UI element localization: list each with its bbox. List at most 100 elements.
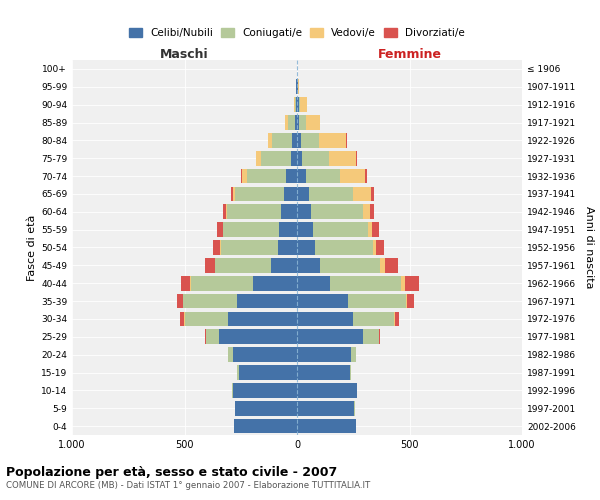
Bar: [217, 222, 223, 237]
Bar: [297, 294, 348, 308]
Bar: [302, 151, 329, 166]
Bar: [348, 294, 406, 308]
Bar: [313, 222, 368, 237]
Bar: [288, 115, 295, 130]
Bar: [296, 98, 297, 112]
Bar: [297, 348, 351, 362]
Bar: [238, 365, 239, 380]
Bar: [319, 133, 346, 148]
Bar: [233, 383, 297, 398]
Bar: [311, 204, 363, 219]
Bar: [268, 133, 272, 148]
Bar: [229, 348, 233, 362]
Bar: [365, 168, 367, 184]
Bar: [297, 258, 320, 272]
Bar: [297, 80, 298, 94]
Bar: [227, 204, 281, 219]
Bar: [295, 98, 296, 112]
Bar: [368, 222, 372, 237]
Bar: [215, 258, 271, 272]
Bar: [380, 258, 385, 272]
Bar: [295, 115, 297, 130]
Bar: [284, 186, 297, 201]
Bar: [180, 312, 184, 326]
Bar: [233, 348, 297, 362]
Bar: [297, 98, 299, 112]
Bar: [353, 312, 394, 326]
Bar: [300, 98, 307, 112]
Bar: [292, 133, 297, 148]
Bar: [228, 348, 229, 362]
Bar: [247, 168, 286, 184]
Bar: [242, 168, 247, 184]
Bar: [178, 294, 183, 308]
Bar: [229, 312, 297, 326]
Bar: [350, 365, 351, 380]
Bar: [297, 419, 355, 434]
Bar: [351, 348, 355, 362]
Bar: [376, 240, 385, 255]
Bar: [363, 204, 370, 219]
Bar: [346, 133, 347, 148]
Bar: [272, 133, 292, 148]
Bar: [262, 151, 290, 166]
Bar: [329, 151, 356, 166]
Bar: [297, 330, 364, 344]
Bar: [286, 168, 297, 184]
Bar: [184, 294, 238, 308]
Bar: [284, 115, 288, 130]
Bar: [301, 133, 319, 148]
Bar: [234, 419, 297, 434]
Bar: [206, 330, 220, 344]
Bar: [278, 240, 297, 255]
Bar: [191, 276, 253, 290]
Bar: [253, 276, 297, 290]
Bar: [306, 115, 320, 130]
Bar: [238, 294, 297, 308]
Bar: [353, 186, 371, 201]
Bar: [299, 98, 300, 112]
Bar: [256, 151, 262, 166]
Bar: [221, 240, 278, 255]
Bar: [223, 204, 226, 219]
Bar: [220, 330, 297, 344]
Bar: [297, 401, 355, 415]
Bar: [230, 186, 233, 201]
Bar: [296, 80, 297, 94]
Bar: [185, 312, 229, 326]
Bar: [340, 168, 365, 184]
Bar: [305, 168, 340, 184]
Bar: [379, 330, 380, 344]
Legend: Celibi/Nubili, Coniugati/e, Vedovi/e, Divorziati/e: Celibi/Nubili, Coniugati/e, Vedovi/e, Di…: [125, 24, 469, 42]
Bar: [407, 294, 413, 308]
Bar: [355, 348, 356, 362]
Bar: [297, 151, 302, 166]
Y-axis label: Fasce di età: Fasce di età: [27, 214, 37, 280]
Bar: [297, 312, 353, 326]
Bar: [373, 240, 376, 255]
Bar: [297, 186, 309, 201]
Bar: [239, 365, 297, 380]
Bar: [372, 222, 379, 237]
Bar: [297, 222, 313, 237]
Bar: [214, 240, 220, 255]
Bar: [297, 365, 350, 380]
Bar: [401, 276, 405, 290]
Bar: [235, 401, 297, 415]
Bar: [271, 258, 297, 272]
Bar: [395, 312, 400, 326]
Bar: [205, 330, 206, 344]
Y-axis label: Anni di nascita: Anni di nascita: [584, 206, 595, 289]
Bar: [314, 240, 373, 255]
Bar: [385, 258, 398, 272]
Bar: [235, 186, 284, 201]
Bar: [297, 204, 311, 219]
Bar: [297, 383, 356, 398]
Bar: [298, 80, 299, 94]
Bar: [223, 222, 280, 237]
Bar: [281, 204, 297, 219]
Bar: [297, 115, 299, 130]
Bar: [364, 330, 379, 344]
Text: Maschi: Maschi: [160, 48, 209, 61]
Bar: [405, 276, 419, 290]
